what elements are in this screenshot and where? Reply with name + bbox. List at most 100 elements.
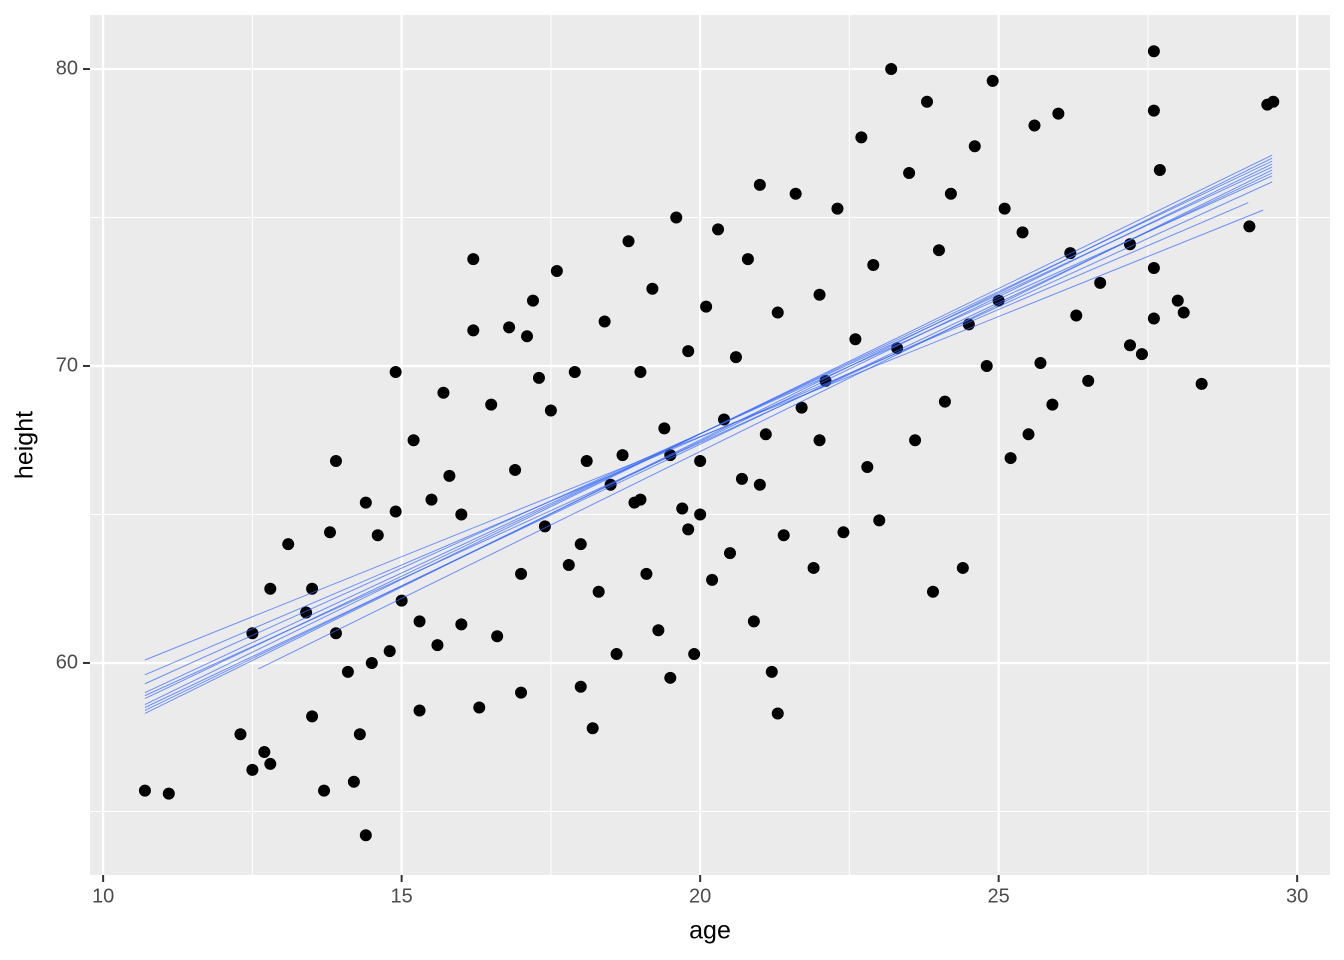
- point: [724, 547, 736, 560]
- point: [771, 707, 784, 720]
- point: [234, 728, 247, 741]
- point: [503, 321, 516, 334]
- point: [1147, 104, 1160, 117]
- point: [694, 455, 707, 468]
- point: [1082, 374, 1095, 387]
- point: [324, 526, 336, 539]
- point: [329, 455, 342, 468]
- point: [1016, 226, 1029, 239]
- point: [521, 330, 534, 343]
- point: [1124, 339, 1136, 352]
- x-tick-label: 20: [689, 885, 711, 907]
- point: [682, 345, 695, 358]
- point: [986, 74, 999, 87]
- point: [694, 508, 707, 521]
- y-tick-label: 70: [56, 354, 78, 376]
- point: [1177, 306, 1190, 319]
- point: [998, 202, 1011, 215]
- point: [407, 434, 420, 447]
- point: [849, 333, 862, 346]
- point: [580, 455, 593, 468]
- point: [359, 496, 372, 509]
- point: [765, 665, 778, 678]
- point: [264, 582, 277, 595]
- point: [718, 413, 731, 426]
- point: [1034, 357, 1047, 370]
- point: [646, 282, 659, 295]
- point: [634, 493, 647, 506]
- point: [1267, 95, 1280, 108]
- point: [455, 618, 468, 631]
- point: [652, 624, 665, 637]
- panel: [90, 15, 1330, 875]
- point: [282, 538, 295, 551]
- point: [467, 253, 480, 266]
- point: [509, 463, 522, 476]
- point: [610, 648, 623, 661]
- y-tick-label: 80: [56, 57, 78, 79]
- point: [921, 95, 934, 108]
- x-tick-label: 25: [988, 885, 1010, 907]
- point: [341, 665, 354, 678]
- point: [700, 300, 713, 313]
- point: [389, 365, 402, 378]
- fit-line: [144, 154, 1273, 705]
- point: [455, 508, 468, 521]
- point: [634, 365, 647, 378]
- point: [443, 469, 456, 482]
- point: [795, 401, 808, 414]
- point: [491, 630, 504, 643]
- point: [1004, 452, 1017, 465]
- fit-line: [144, 163, 1273, 711]
- point: [246, 763, 259, 776]
- x-axis-title: age: [689, 917, 731, 945]
- point: [353, 728, 366, 741]
- y-axis-title: height: [11, 411, 39, 479]
- point: [425, 493, 438, 506]
- point: [1046, 398, 1059, 411]
- point: [753, 478, 766, 491]
- point: [759, 428, 772, 441]
- point: [867, 259, 880, 272]
- point: [1052, 107, 1065, 120]
- point: [873, 514, 886, 527]
- point: [437, 386, 450, 399]
- point: [1135, 348, 1148, 361]
- point: [1022, 428, 1035, 441]
- point: [467, 324, 480, 337]
- point: [753, 178, 766, 191]
- point: [688, 648, 701, 661]
- point: [413, 615, 426, 628]
- point: [706, 573, 719, 586]
- point: [658, 422, 671, 435]
- x-tick-label: 15: [391, 885, 413, 907]
- point: [1243, 220, 1256, 233]
- point: [413, 704, 426, 717]
- point: [306, 710, 319, 723]
- fit-line: [144, 181, 1273, 697]
- point: [1171, 294, 1184, 307]
- point: [956, 561, 969, 574]
- point: [347, 775, 360, 788]
- point: [526, 294, 539, 307]
- point: [676, 502, 689, 515]
- point: [544, 404, 557, 417]
- fit-line: [144, 157, 1273, 714]
- point: [329, 627, 342, 640]
- point: [1094, 276, 1107, 289]
- point: [777, 529, 790, 542]
- point: [909, 434, 922, 447]
- point: [550, 264, 563, 277]
- point: [1147, 312, 1160, 325]
- fit-line: [258, 169, 1273, 670]
- point: [813, 288, 826, 301]
- point: [807, 561, 820, 574]
- point: [264, 757, 277, 770]
- point: [616, 449, 629, 462]
- point: [365, 656, 378, 669]
- point: [395, 594, 408, 607]
- point: [926, 585, 939, 598]
- point: [682, 523, 695, 536]
- point: [1153, 164, 1166, 177]
